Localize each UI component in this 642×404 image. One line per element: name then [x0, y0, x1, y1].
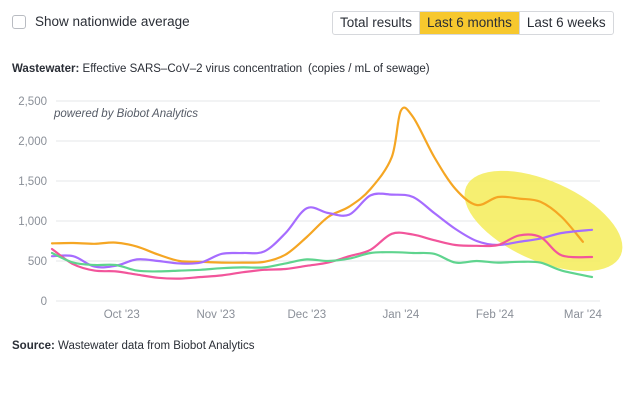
- y-tick-label: 500: [28, 256, 47, 268]
- wastewater-chart: 0 500 1,000 1,500 2,000 2,500 Oct '23 Nov '23 De…: [18, 96, 623, 321]
- source-text: Wastewater data from Biobot Analytics: [54, 340, 255, 352]
- nationwide-average-toggle[interactable]: Show nationwide average: [12, 14, 190, 29]
- highlight-marker: [464, 170, 623, 272]
- x-tick-label: Mar '24: [564, 309, 603, 321]
- y-tick-label: 1,500: [18, 176, 47, 188]
- highlight-layer: [464, 170, 623, 272]
- y-tick-label: 1,000: [18, 216, 47, 228]
- tab-total-results[interactable]: Total results: [340, 15, 413, 30]
- grid-layer: [56, 100, 600, 302]
- y-tick-label: 2,000: [18, 136, 47, 148]
- x-tick-label: Jan '24: [383, 309, 420, 321]
- x-tick-label: Feb '24: [476, 309, 515, 321]
- controls-bar: Show nationwide average Total results La…: [0, 0, 642, 50]
- x-tick-label: Nov '23: [196, 309, 235, 321]
- chart-title: Wastewater: Effective SARS–CoV–2 virus c…: [12, 63, 430, 75]
- time-range-selector: Total results Last 6 months Last 6 weeks: [332, 11, 614, 35]
- y-tick-label: 2,500: [18, 96, 47, 108]
- x-tick-label: Oct '23: [104, 309, 140, 321]
- nationwide-average-checkbox[interactable]: [12, 14, 26, 29]
- source-bold: Source:: [12, 340, 55, 352]
- chart-title-text: Effective SARS–CoV–2 virus concentration…: [79, 63, 430, 75]
- series-line: [50, 251, 594, 279]
- label-layer: 0 500 1,000 1,500 2,000 2,500 Oct '23 Nov '23 De…: [18, 96, 602, 321]
- tab-last-6-weeks[interactable]: Last 6 weeks: [518, 12, 613, 34]
- series-line: [50, 106, 584, 264]
- series-line: [50, 231, 594, 280]
- chart-annotation: powered by Biobot Analytics: [53, 108, 198, 120]
- source-note: Source: Wastewater data from Biobot Anal…: [12, 340, 254, 352]
- x-tick-label: Dec '23: [288, 309, 327, 321]
- chart-title-bold: Wastewater:: [12, 63, 80, 75]
- tab-last-6-months[interactable]: Last 6 months: [419, 12, 519, 34]
- series-layer: [50, 106, 594, 280]
- nationwide-average-label: Show nationwide average: [35, 14, 190, 29]
- y-tick-label: 0: [41, 296, 47, 308]
